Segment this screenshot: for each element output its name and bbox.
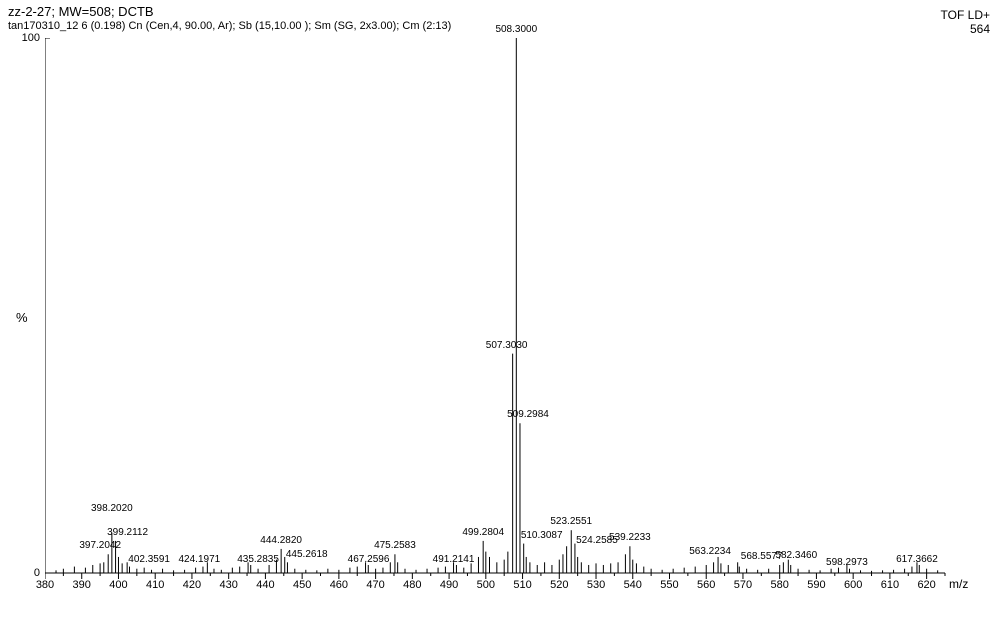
x-tick-label: 400 (103, 579, 133, 591)
x-tick-label: 410 (140, 579, 170, 591)
x-axis-label: m/z (949, 577, 968, 591)
y-tick-label: 100 (10, 32, 40, 44)
x-tick-label: 530 (581, 579, 611, 591)
x-tick-label: 570 (728, 579, 758, 591)
peak-label: 398.2020 (91, 503, 133, 514)
peak-label: 582.3460 (775, 550, 817, 561)
peak-label: 499.2804 (462, 527, 504, 538)
peak-label: 563.2234 (689, 546, 731, 557)
peak-label: 424.1971 (178, 554, 220, 565)
spectrum-container: zz-2-27; MW=508; DCTB tan170310_12 6 (0.… (0, 0, 1000, 621)
x-tick-label: 580 (765, 579, 795, 591)
x-tick-label: 460 (324, 579, 354, 591)
x-tick-label: 390 (67, 579, 97, 591)
peak-label: 399.2112 (107, 527, 148, 538)
x-tick-label: 470 (361, 579, 391, 591)
x-tick-label: 590 (801, 579, 831, 591)
peak-label: 445.2618 (286, 549, 328, 560)
y-tick-label: 0 (10, 567, 40, 579)
spectrum-plot (45, 38, 975, 593)
x-tick-label: 520 (544, 579, 574, 591)
peak-label: 523.2551 (550, 516, 592, 527)
x-tick-label: 480 (397, 579, 427, 591)
title-right-line2: 564 (970, 22, 990, 36)
peak-label: 402.3591 (128, 554, 170, 565)
x-tick-label: 510 (508, 579, 538, 591)
peak-label: 444.2820 (260, 535, 302, 546)
peak-label: 598.2973 (826, 557, 868, 568)
x-tick-label: 540 (618, 579, 648, 591)
x-tick-label: 610 (875, 579, 905, 591)
x-tick-label: 560 (691, 579, 721, 591)
peak-label: 508.3000 (495, 24, 537, 35)
x-tick-label: 440 (250, 579, 280, 591)
y-axis-label: % (16, 310, 28, 325)
peak-label: 491.2141 (433, 554, 475, 565)
peak-label: 397.2042 (79, 540, 121, 551)
x-tick-label: 550 (654, 579, 684, 591)
x-tick-label: 450 (287, 579, 317, 591)
title-main: zz-2-27; MW=508; DCTB (8, 4, 154, 19)
peak-label: 507.3030 (486, 340, 528, 351)
x-tick-label: 600 (838, 579, 868, 591)
x-tick-label: 490 (434, 579, 464, 591)
peak-label: 467.2596 (348, 554, 390, 565)
x-tick-label: 420 (177, 579, 207, 591)
title-right-line1: TOF LD+ (941, 8, 990, 22)
title-sub: tan170310_12 6 (0.198) Cn (Cen,4, 90.00,… (8, 20, 451, 32)
peak-label: 435.2835 (237, 554, 279, 565)
peak-label: 617.3662 (896, 554, 938, 565)
x-tick-label: 500 (471, 579, 501, 591)
peak-label: 509.2984 (507, 409, 549, 420)
x-tick-label: 380 (30, 579, 60, 591)
x-tick-label: 620 (912, 579, 942, 591)
peak-label: 539.2233 (609, 532, 651, 543)
x-tick-label: 430 (214, 579, 244, 591)
peak-label: 475.2583 (374, 540, 416, 551)
peak-label: 510.3087 (521, 530, 563, 541)
title-right: TOF LD+ 564 (941, 8, 990, 37)
